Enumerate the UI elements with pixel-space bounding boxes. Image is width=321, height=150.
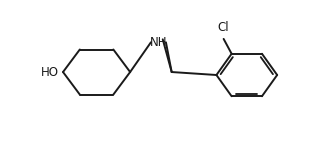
- Text: HO: HO: [41, 66, 59, 79]
- Text: Cl: Cl: [218, 21, 230, 34]
- Text: NH: NH: [150, 36, 168, 49]
